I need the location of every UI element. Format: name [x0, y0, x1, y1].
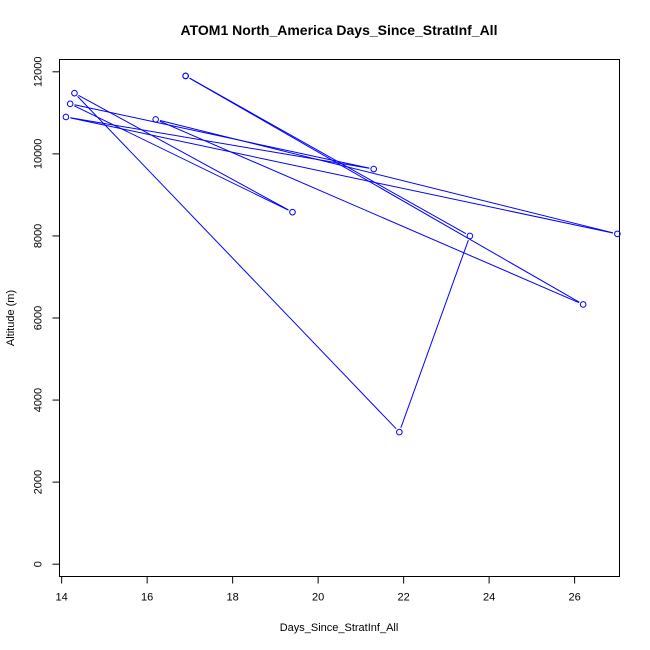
data-point [289, 208, 296, 216]
series-lines [70, 77, 614, 430]
x-axis: 14 16 18 20 22 24 26 [56, 576, 581, 604]
data-point [370, 165, 377, 173]
x-tick-label: 24 [483, 592, 495, 604]
series-line-segment [189, 77, 580, 303]
y-tick-label: 8000 [33, 224, 45, 248]
series-line-segment [189, 77, 467, 235]
series-line-segment [159, 120, 614, 234]
x-tick-label: 22 [397, 592, 409, 604]
y-tick-label: 6000 [33, 306, 45, 330]
y-tick-label: 0 [33, 561, 45, 567]
series-line-segment [400, 240, 469, 429]
data-point [466, 232, 474, 240]
series-line-segment [74, 105, 289, 211]
data-point [182, 72, 189, 80]
x-tick-label: 20 [312, 592, 324, 604]
y-tick-label: 4000 [33, 388, 45, 412]
x-tick-label: 26 [568, 592, 580, 604]
x-tick-label: 14 [56, 592, 68, 604]
data-point [152, 116, 159, 123]
data-point [396, 428, 403, 436]
data-point [614, 230, 621, 238]
x-tick-label: 16 [141, 592, 153, 604]
series-line-segment [74, 104, 370, 169]
x-axis-label: Days_Since_StratInf_All [280, 622, 399, 634]
y-tick-label: 2000 [33, 470, 45, 494]
y-axis: 0 2000 4000 6000 8000 10000 12000 [33, 57, 60, 567]
series-points [62, 72, 621, 436]
data-point [66, 100, 74, 108]
y-tick-label: 12000 [33, 57, 45, 88]
series-line-segment [70, 117, 614, 234]
data-point [579, 301, 587, 308]
chart-title: ATOM1 North_America Days_Since_StratInf_… [181, 22, 498, 38]
plot-area-border [59, 59, 620, 577]
data-point [71, 89, 78, 97]
data-point [62, 113, 70, 121]
y-tick-label: 10000 [33, 139, 45, 170]
x-tick-label: 18 [227, 592, 239, 604]
series-line-segment [70, 117, 370, 169]
y-axis-label: Altitude (m) [5, 290, 17, 346]
series-line-segment [77, 96, 397, 430]
series-line-segment [159, 120, 580, 304]
series-line-segment [78, 94, 289, 211]
